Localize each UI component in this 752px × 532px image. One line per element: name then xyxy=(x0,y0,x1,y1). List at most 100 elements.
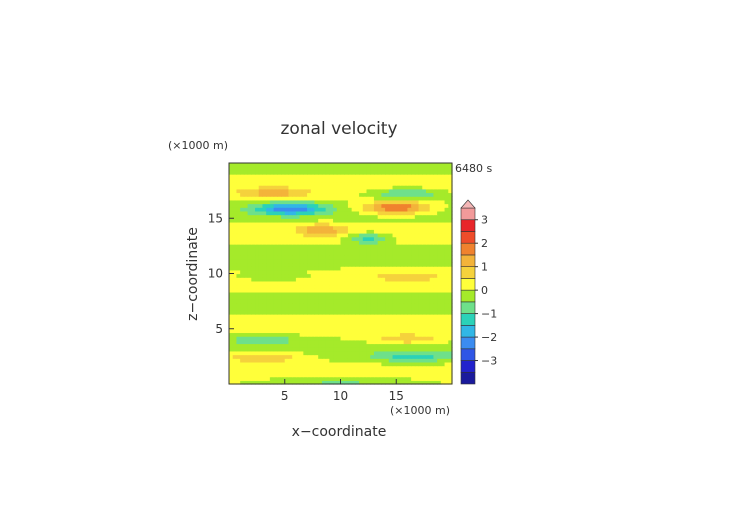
heatmap-cell xyxy=(448,266,453,271)
heatmap-cell xyxy=(355,221,360,227)
heatmap-cell xyxy=(255,225,260,230)
heatmap-cell xyxy=(392,325,397,330)
heatmap-cell xyxy=(347,221,353,227)
heatmap-cell xyxy=(433,163,438,168)
heatmap-cell xyxy=(236,310,241,315)
heatmap-cell xyxy=(414,325,420,330)
heatmap-cell xyxy=(340,354,345,359)
heatmap-cell xyxy=(273,192,278,197)
heatmap-cell xyxy=(340,218,345,223)
heatmap-cell xyxy=(295,336,301,341)
heatmap-cell xyxy=(362,225,368,230)
heatmap-cell xyxy=(373,277,379,282)
heatmap-cell xyxy=(433,369,438,374)
heatmap-cell xyxy=(418,218,423,223)
heatmap-cell xyxy=(425,266,431,271)
heatmap-cell xyxy=(414,170,420,175)
heatmap-cell xyxy=(392,210,397,216)
heatmap-cell xyxy=(236,291,241,297)
heatmap-cell xyxy=(321,347,327,352)
heatmap-cell xyxy=(240,317,245,322)
heatmap-cell xyxy=(266,240,271,245)
heatmap-cell xyxy=(347,203,353,208)
heatmap-cell xyxy=(266,347,271,352)
heatmap-cell xyxy=(229,339,234,345)
heatmap-cell xyxy=(277,325,282,330)
heatmap-cell xyxy=(355,236,360,241)
heatmap-cell xyxy=(229,192,234,197)
heatmap-cell xyxy=(351,185,356,190)
heatmap-cell xyxy=(355,255,360,260)
heatmap-cell xyxy=(425,258,431,264)
heatmap-cell xyxy=(403,291,408,297)
heatmap-cell xyxy=(407,347,412,352)
heatmap-cell xyxy=(388,214,394,219)
heatmap-cell xyxy=(444,332,449,337)
heatmap-cell xyxy=(373,325,379,330)
heatmap-cell xyxy=(243,332,249,337)
heatmap-cell xyxy=(437,339,442,345)
heatmap-cell xyxy=(269,244,275,249)
colorbar-swatch xyxy=(460,301,476,314)
heatmap-cell xyxy=(336,277,342,282)
heatmap-cell xyxy=(385,251,390,256)
heatmap-cell xyxy=(262,291,267,297)
heatmap-cell xyxy=(269,251,275,256)
heatmap-cell xyxy=(251,218,256,223)
colorbar-swatch xyxy=(460,242,476,256)
heatmap-cell xyxy=(444,170,449,175)
heatmap-cell xyxy=(444,185,449,190)
heatmap-cell xyxy=(411,188,416,194)
heatmap-cell xyxy=(347,310,353,315)
heatmap-cell xyxy=(399,240,405,245)
heatmap-cell xyxy=(281,306,286,311)
heatmap-cell xyxy=(299,284,304,289)
heatmap-cell xyxy=(425,170,431,175)
heatmap-cell xyxy=(429,339,435,345)
heatmap-cell xyxy=(266,203,271,208)
heatmap-cell xyxy=(258,380,264,385)
heatmap-cell xyxy=(414,177,420,183)
heatmap-cell xyxy=(411,302,416,308)
heatmap-cell xyxy=(329,210,334,216)
heatmap-cell xyxy=(273,229,278,234)
heatmap-cell xyxy=(381,336,386,341)
colorbar-tick-label: −1 xyxy=(481,308,497,321)
heatmap-cell xyxy=(303,181,308,186)
heatmap-cell xyxy=(347,210,353,216)
heatmap-cell xyxy=(373,310,379,315)
heatmap-cell xyxy=(407,372,412,378)
heatmap-cell xyxy=(318,207,323,212)
heatmap-cell xyxy=(333,229,338,234)
heatmap-cell xyxy=(347,280,353,286)
heatmap-cell xyxy=(321,361,327,367)
heatmap-cell xyxy=(318,236,323,241)
heatmap-cell xyxy=(429,196,435,201)
heatmap-cell xyxy=(396,314,401,319)
heatmap-cell xyxy=(240,199,245,205)
heatmap-cell xyxy=(251,354,256,359)
heatmap-cell xyxy=(440,350,446,356)
heatmap-cell xyxy=(448,221,453,227)
heatmap-cell xyxy=(403,284,408,289)
heatmap-cell xyxy=(359,380,364,385)
heatmap-cell xyxy=(255,266,260,271)
heatmap-cell xyxy=(429,244,435,249)
heatmap-cell xyxy=(314,325,319,330)
heatmap-cell xyxy=(299,210,304,216)
heatmap-cell xyxy=(362,284,368,289)
chart-title: zonal velocity xyxy=(280,119,397,139)
heatmap-cell xyxy=(373,284,379,289)
heatmap-cell xyxy=(273,266,278,271)
heatmap-cell xyxy=(266,188,271,194)
heatmap-cell xyxy=(255,163,260,168)
heatmap-cell xyxy=(373,207,379,212)
heatmap-cell xyxy=(262,376,267,381)
heatmap-cell xyxy=(303,244,308,249)
heatmap-cell xyxy=(333,185,338,190)
heatmap-cell xyxy=(262,232,267,238)
heatmap-cell xyxy=(370,314,375,319)
heatmap-cell xyxy=(399,361,405,367)
heatmap-cell xyxy=(266,269,271,275)
heatmap-cell xyxy=(362,185,368,190)
